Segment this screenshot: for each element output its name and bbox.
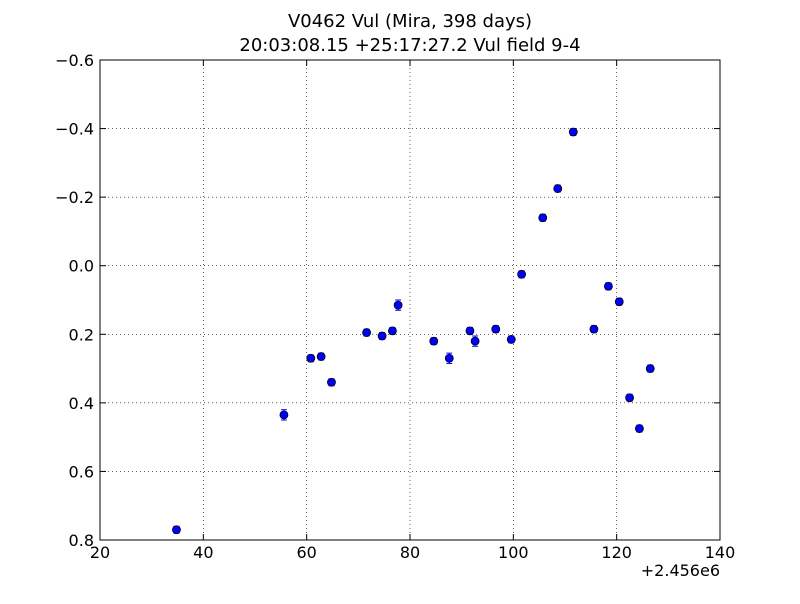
x-tick-label: 100 <box>498 543 529 562</box>
chart-subtitle: 20:03:08.15 +25:17:27.2 Vul field 9-4 <box>239 35 581 56</box>
y-tick-label: −0.4 <box>55 120 94 139</box>
data-point <box>429 336 439 346</box>
data-point <box>470 336 480 346</box>
y-tick-label: 0.0 <box>69 257 94 276</box>
y-tick-label: 0.8 <box>69 531 94 550</box>
axes-frame <box>99 59 721 541</box>
data-point <box>393 300 403 310</box>
data-point <box>172 525 181 535</box>
y-tick-label: 0.2 <box>69 325 94 344</box>
x-tick-label: 140 <box>705 543 736 562</box>
data-point <box>316 352 326 361</box>
data-point <box>625 393 634 403</box>
data-point <box>279 410 289 420</box>
chart-title: V0462 Vul (Mira, 398 days) <box>287 11 533 32</box>
y-tick-label: −0.2 <box>55 188 94 207</box>
data-point <box>506 335 516 344</box>
x-tick-label: 20 <box>90 543 110 562</box>
data-point <box>362 328 372 337</box>
x-axis-ticks: 20 40 60 80 100 120 140 <box>90 60 735 562</box>
data-point <box>553 184 563 193</box>
y-axis-ticks: −0.6 −0.4 −0.2 0.0 0.2 0.4 0.6 0.8 <box>55 51 720 550</box>
x-tick-label: 40 <box>193 543 213 562</box>
data-point <box>538 213 548 223</box>
data-points <box>172 127 655 535</box>
grid-lines <box>99 59 721 541</box>
data-point <box>377 331 387 341</box>
data-point <box>388 326 397 336</box>
data-point <box>444 353 454 363</box>
x-tick-label: 120 <box>601 543 632 562</box>
data-point <box>491 324 501 334</box>
data-point <box>517 269 526 279</box>
y-tick-label: 0.4 <box>69 394 94 413</box>
data-point <box>568 127 578 137</box>
data-point <box>589 324 599 334</box>
data-point <box>306 353 316 363</box>
data-point <box>465 326 475 336</box>
x-axis-offset-label: +2.456e6 <box>641 561 720 580</box>
y-tick-label: 0.6 <box>69 462 94 481</box>
x-tick-label: 60 <box>296 543 316 562</box>
data-point <box>327 377 336 387</box>
data-point <box>635 424 644 433</box>
data-point <box>604 281 613 291</box>
data-point <box>614 297 624 307</box>
data-point <box>645 364 655 373</box>
x-tick-label: 80 <box>400 543 420 562</box>
y-tick-label: −0.6 <box>55 51 94 70</box>
